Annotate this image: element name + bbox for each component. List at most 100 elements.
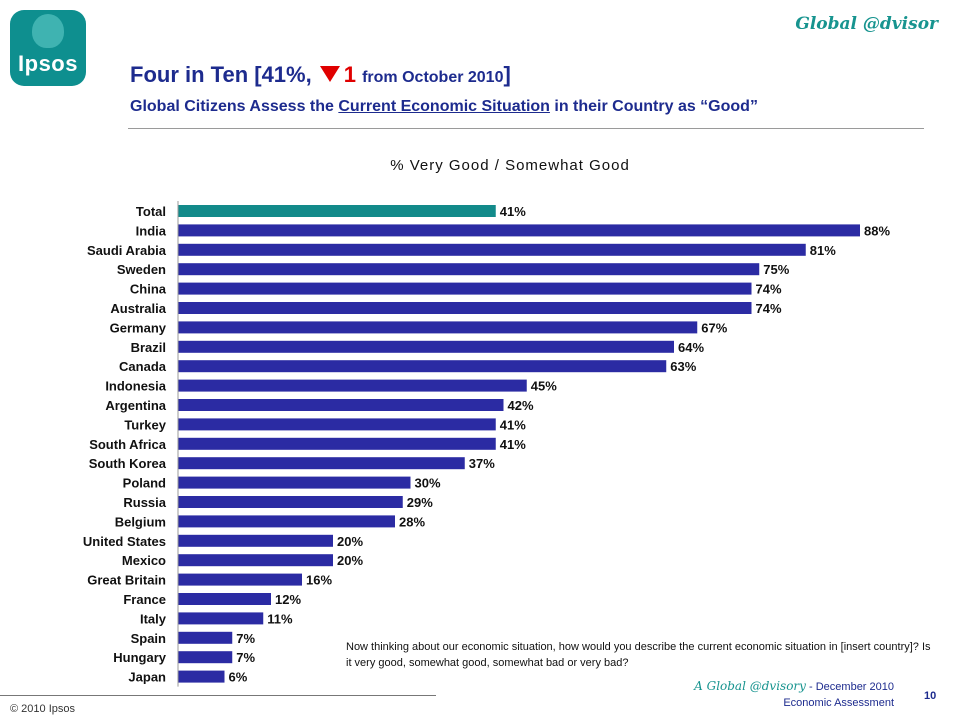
category-label-spain: Spain <box>131 631 166 646</box>
bar-sweden <box>178 263 760 276</box>
bar-indonesia <box>178 379 527 392</box>
page-number: 10 <box>924 690 937 702</box>
value-label-total: 41% <box>500 204 526 219</box>
footer-series-brand: A Global @dvisory <box>694 679 806 693</box>
category-label-hungary: Hungary <box>113 650 167 665</box>
bar-south-korea <box>178 457 465 470</box>
footer-info: A Global @dvisory - December 2010 Econom… <box>620 678 894 711</box>
category-label-argentina: Argentina <box>105 398 166 413</box>
bar-united-states <box>178 534 333 547</box>
bar-saudi-arabia <box>178 243 806 256</box>
bar-france <box>178 593 271 605</box>
footer-date: - December 2010 <box>805 681 894 693</box>
bar-australia <box>178 302 752 314</box>
bar-japan <box>178 670 225 683</box>
value-label-india: 88% <box>864 223 890 238</box>
bar-turkey <box>178 418 496 431</box>
brand-name: Global @dvisor <box>795 14 938 34</box>
category-label-italy: Italy <box>140 611 167 626</box>
bar-great-britain <box>178 573 302 586</box>
bar-canada <box>178 360 667 373</box>
title-part1: Four in Ten [41%, <box>130 62 312 87</box>
category-label-canada: Canada <box>119 359 167 374</box>
bar-mexico <box>178 554 333 567</box>
bar-hungary <box>178 651 233 664</box>
bar-belgium <box>178 515 395 528</box>
value-label-russia: 29% <box>407 495 433 510</box>
value-label-mexico: 20% <box>337 553 363 568</box>
bar-india <box>178 224 860 237</box>
value-label-south-africa: 41% <box>500 437 526 452</box>
category-label-total: Total <box>136 204 166 219</box>
value-label-france: 12% <box>275 592 301 607</box>
logo-head-icon <box>32 14 64 48</box>
category-label-belgium: Belgium <box>115 514 166 529</box>
value-label-japan: 6% <box>229 670 248 685</box>
value-label-germany: 67% <box>701 320 727 335</box>
survey-question: Now thinking about our economic situatio… <box>346 641 931 669</box>
category-label-united-states: United States <box>83 534 166 549</box>
page-title: Four in Ten [41%, 1 from October 2010] <box>130 62 511 88</box>
category-label-south-africa: South Africa <box>89 437 167 452</box>
category-label-brazil: Brazil <box>131 340 166 355</box>
bar-spain <box>178 631 233 644</box>
footer-divider <box>0 695 436 696</box>
category-label-south-korea: South Korea <box>89 456 167 471</box>
value-label-poland: 30% <box>415 476 441 491</box>
title-part2: from October 2010 <box>362 69 504 86</box>
value-label-turkey: 41% <box>500 417 526 432</box>
bar-argentina <box>178 399 504 411</box>
page-subtitle: Global Citizens Assess the Current Econo… <box>130 98 758 116</box>
value-label-sweden: 75% <box>763 262 789 277</box>
category-label-sweden: Sweden <box>117 262 166 277</box>
bar-germany <box>178 321 698 334</box>
category-label-russia: Russia <box>123 495 166 510</box>
value-label-south-korea: 37% <box>469 456 495 471</box>
chart-title: % Very Good / Somewhat Good <box>390 157 630 174</box>
category-label-turkey: Turkey <box>124 417 166 432</box>
category-label-australia: Australia <box>110 301 166 316</box>
value-label-australia: 74% <box>756 301 782 316</box>
subtitle-prefix: Global Citizens Assess the <box>130 98 339 115</box>
category-label-saudi-arabia: Saudi Arabia <box>87 243 167 258</box>
value-label-saudi-arabia: 81% <box>810 243 836 258</box>
value-label-spain: 7% <box>236 631 255 646</box>
logo-text: Ipsos <box>18 51 78 76</box>
title-change-value: 1 <box>343 62 356 87</box>
value-label-great-britain: 16% <box>306 573 332 588</box>
category-label-india: India <box>136 223 167 238</box>
title-bracket: ] <box>503 62 511 87</box>
category-label-mexico: Mexico <box>122 553 166 568</box>
category-label-japan: Japan <box>128 670 166 685</box>
title-divider <box>128 128 924 129</box>
bar-russia <box>178 496 403 508</box>
subtitle-suffix: in their Country as “Good” <box>549 98 758 115</box>
category-label-france: France <box>123 592 166 607</box>
value-label-brazil: 64% <box>678 340 704 355</box>
bar-italy <box>178 612 264 625</box>
value-label-united-states: 20% <box>337 534 363 549</box>
category-label-china: China <box>130 282 167 297</box>
value-label-hungary: 7% <box>236 650 255 665</box>
down-triangle-icon <box>319 66 340 83</box>
bar-south-africa <box>178 437 496 450</box>
category-label-indonesia: Indonesia <box>105 379 166 394</box>
category-label-poland: Poland <box>123 476 166 491</box>
value-label-china: 74% <box>756 282 782 297</box>
value-label-italy: 11% <box>267 611 293 626</box>
value-label-belgium: 28% <box>399 514 425 529</box>
bar-total <box>178 205 496 217</box>
footer-report: Economic Assessment <box>783 697 894 709</box>
value-label-argentina: 42% <box>508 398 534 413</box>
subtitle-underlined: Current Economic Situation <box>338 98 550 115</box>
ipsos-logo: Ipsos <box>10 10 86 86</box>
value-label-indonesia: 45% <box>531 379 557 394</box>
bar-china <box>178 282 752 295</box>
copyright: © 2010 Ipsos <box>10 703 75 715</box>
category-label-great-britain: Great Britain <box>87 573 166 588</box>
bar-poland <box>178 476 411 489</box>
value-label-canada: 63% <box>670 359 696 374</box>
bar-brazil <box>178 340 674 353</box>
category-label-germany: Germany <box>110 320 167 335</box>
